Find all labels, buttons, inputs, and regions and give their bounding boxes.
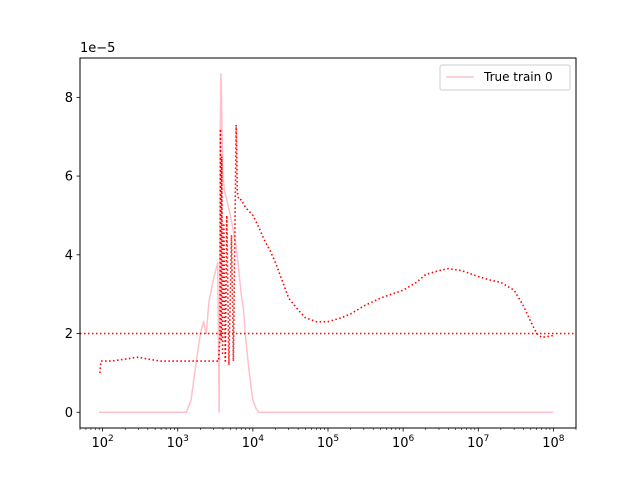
plot-series — [80, 72, 576, 414]
y-tick-label-0: 0 — [65, 406, 73, 421]
x-tick-label-6: 108 — [542, 434, 565, 451]
x-axis-ticks: 102 103 104 105 106 107 108 — [79, 428, 577, 451]
x-tick-label-5: 107 — [467, 434, 489, 451]
x-tick-label-2: 104 — [242, 434, 265, 451]
legend-label: True train 0 — [483, 70, 553, 84]
y-tick-label-2: 4 — [65, 248, 73, 263]
x-tick-label-0: 102 — [91, 434, 113, 451]
x-tick-label-1: 103 — [167, 434, 189, 451]
y-tick-label-3: 6 — [65, 170, 73, 185]
series-line-0 — [99, 72, 554, 414]
x-tick-label-4: 106 — [392, 434, 415, 451]
legend: True train 0 — [439, 64, 571, 91]
y-tick-label-1: 2 — [65, 327, 73, 342]
y-tick-label-4: 8 — [65, 91, 73, 106]
legend-box — [439, 64, 571, 91]
x-tick-label-3: 105 — [317, 434, 339, 451]
y-offset-label: 1e−5 — [80, 41, 115, 56]
y-axis-ticks: 0 2 4 6 8 — [65, 91, 80, 421]
